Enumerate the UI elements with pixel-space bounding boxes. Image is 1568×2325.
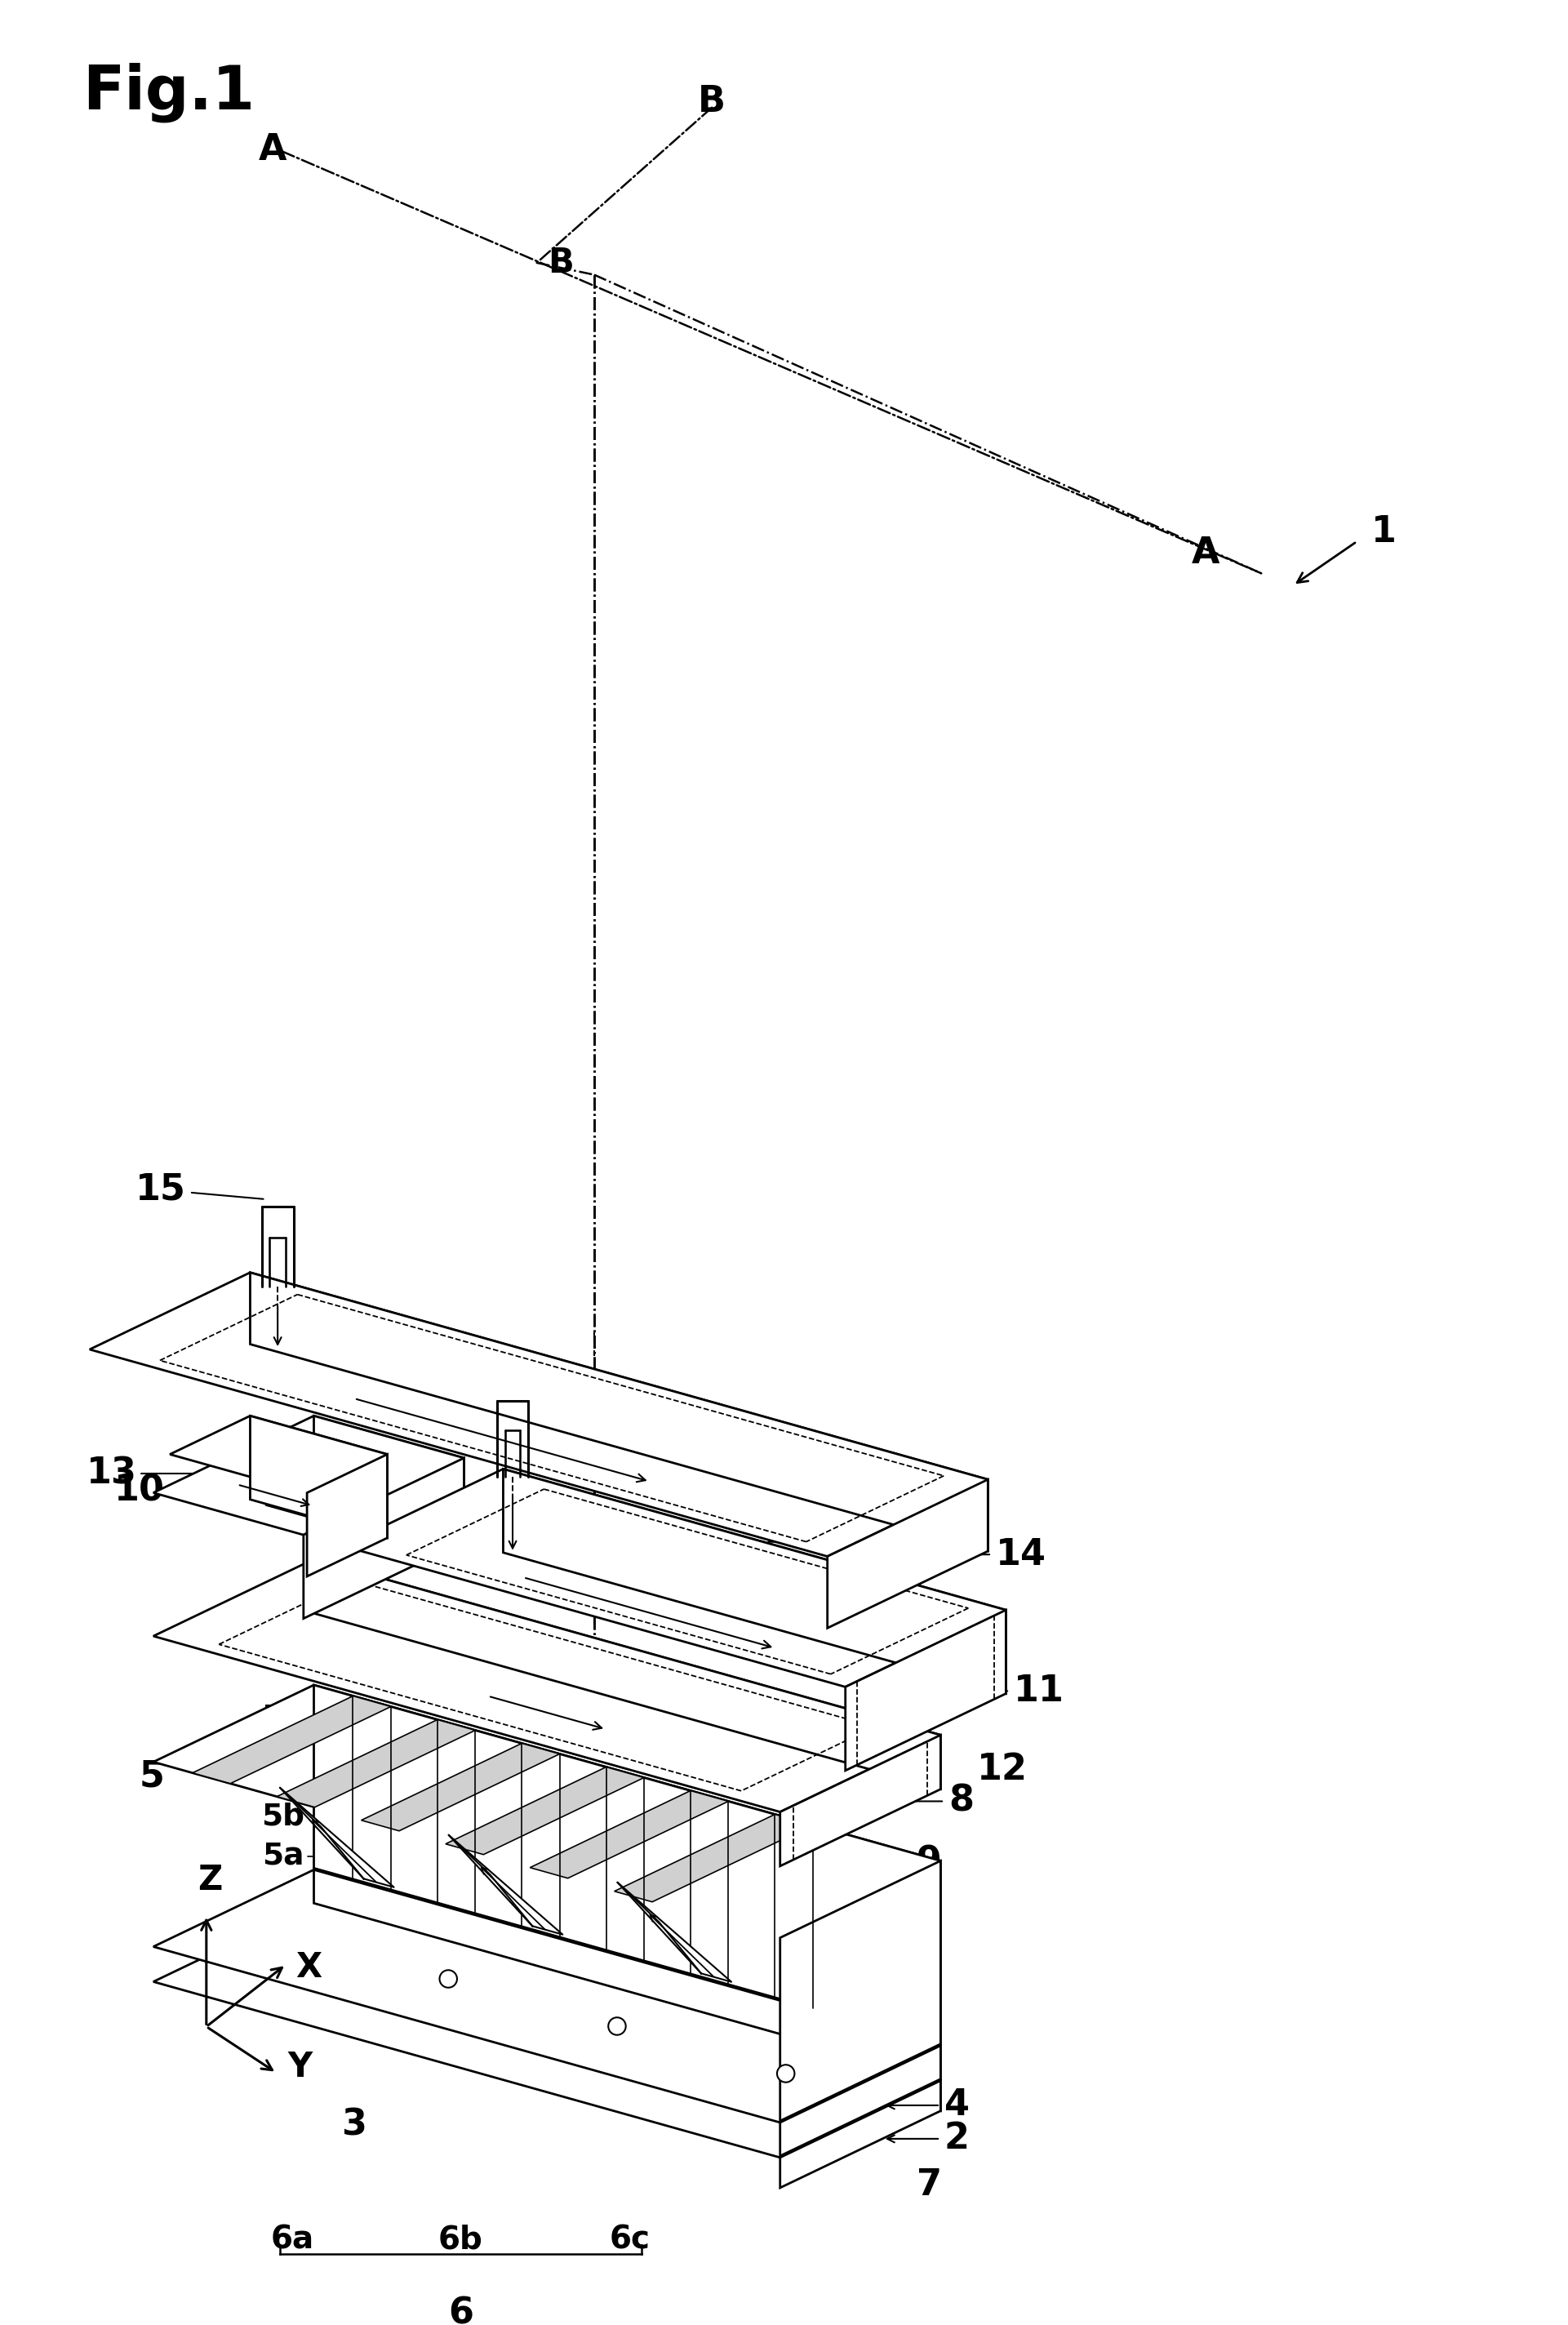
- Text: 15: 15: [135, 1172, 187, 1207]
- Polygon shape: [314, 1686, 941, 2044]
- Text: 8: 8: [949, 1783, 974, 1818]
- Polygon shape: [503, 1469, 1007, 1693]
- Text: 11: 11: [1013, 1674, 1065, 1709]
- Polygon shape: [307, 1455, 387, 1576]
- Polygon shape: [193, 1695, 390, 1783]
- Text: 6: 6: [448, 2295, 474, 2325]
- Text: 14: 14: [996, 1537, 1046, 1572]
- Circle shape: [608, 2018, 626, 2034]
- Polygon shape: [304, 1458, 464, 1618]
- Polygon shape: [251, 1272, 988, 1551]
- Polygon shape: [618, 1883, 731, 1981]
- Polygon shape: [781, 1860, 941, 2120]
- Text: Fig.1: Fig.1: [83, 63, 256, 123]
- Polygon shape: [278, 1720, 475, 1807]
- Text: 5d: 5d: [262, 1704, 304, 1732]
- Text: A: A: [1192, 535, 1220, 572]
- Circle shape: [439, 1969, 456, 1988]
- Polygon shape: [251, 1416, 387, 1537]
- Polygon shape: [445, 1767, 644, 1855]
- Polygon shape: [530, 1790, 729, 1879]
- Text: X: X: [295, 1951, 321, 1986]
- Polygon shape: [781, 2081, 941, 2188]
- Polygon shape: [615, 1814, 812, 1902]
- Text: 1: 1: [1370, 514, 1397, 549]
- Polygon shape: [281, 1788, 394, 1888]
- Text: 6c: 6c: [608, 2225, 649, 2255]
- Polygon shape: [154, 1560, 941, 1811]
- Text: 5b: 5b: [262, 1802, 304, 1832]
- Polygon shape: [361, 1744, 560, 1830]
- Circle shape: [778, 2065, 795, 2083]
- Polygon shape: [89, 1272, 988, 1555]
- Text: B: B: [698, 84, 726, 119]
- Text: 4: 4: [944, 2088, 969, 2123]
- Text: 6a: 6a: [270, 2225, 314, 2255]
- Text: Z: Z: [198, 1862, 223, 1897]
- Polygon shape: [314, 1560, 941, 1790]
- Text: Y: Y: [287, 2051, 312, 2083]
- Text: 5: 5: [140, 1760, 165, 1795]
- Text: 12: 12: [977, 1753, 1027, 1788]
- Polygon shape: [343, 1469, 1007, 1688]
- Text: 5a: 5a: [262, 1841, 304, 1872]
- Text: 6b: 6b: [439, 2225, 483, 2255]
- Polygon shape: [314, 1904, 941, 2111]
- Text: 3: 3: [340, 2106, 365, 2141]
- Text: 13: 13: [86, 1455, 136, 1490]
- Polygon shape: [154, 1686, 941, 1937]
- Text: 10: 10: [114, 1474, 165, 1509]
- Text: 2: 2: [944, 2120, 969, 2155]
- Text: 7: 7: [916, 2167, 941, 2202]
- Polygon shape: [781, 2046, 941, 2155]
- Polygon shape: [154, 1416, 464, 1534]
- Polygon shape: [154, 1904, 941, 2158]
- Polygon shape: [781, 1734, 941, 1867]
- Text: 5c: 5c: [265, 1753, 304, 1783]
- Polygon shape: [828, 1479, 988, 1628]
- Polygon shape: [314, 1416, 464, 1541]
- Polygon shape: [314, 1869, 941, 2079]
- Text: 9: 9: [916, 1844, 941, 1879]
- Text: B: B: [547, 246, 574, 279]
- Polygon shape: [448, 1834, 563, 1934]
- Polygon shape: [845, 1609, 1007, 1772]
- Text: A: A: [259, 133, 287, 167]
- Polygon shape: [169, 1416, 387, 1493]
- Polygon shape: [154, 1869, 941, 2123]
